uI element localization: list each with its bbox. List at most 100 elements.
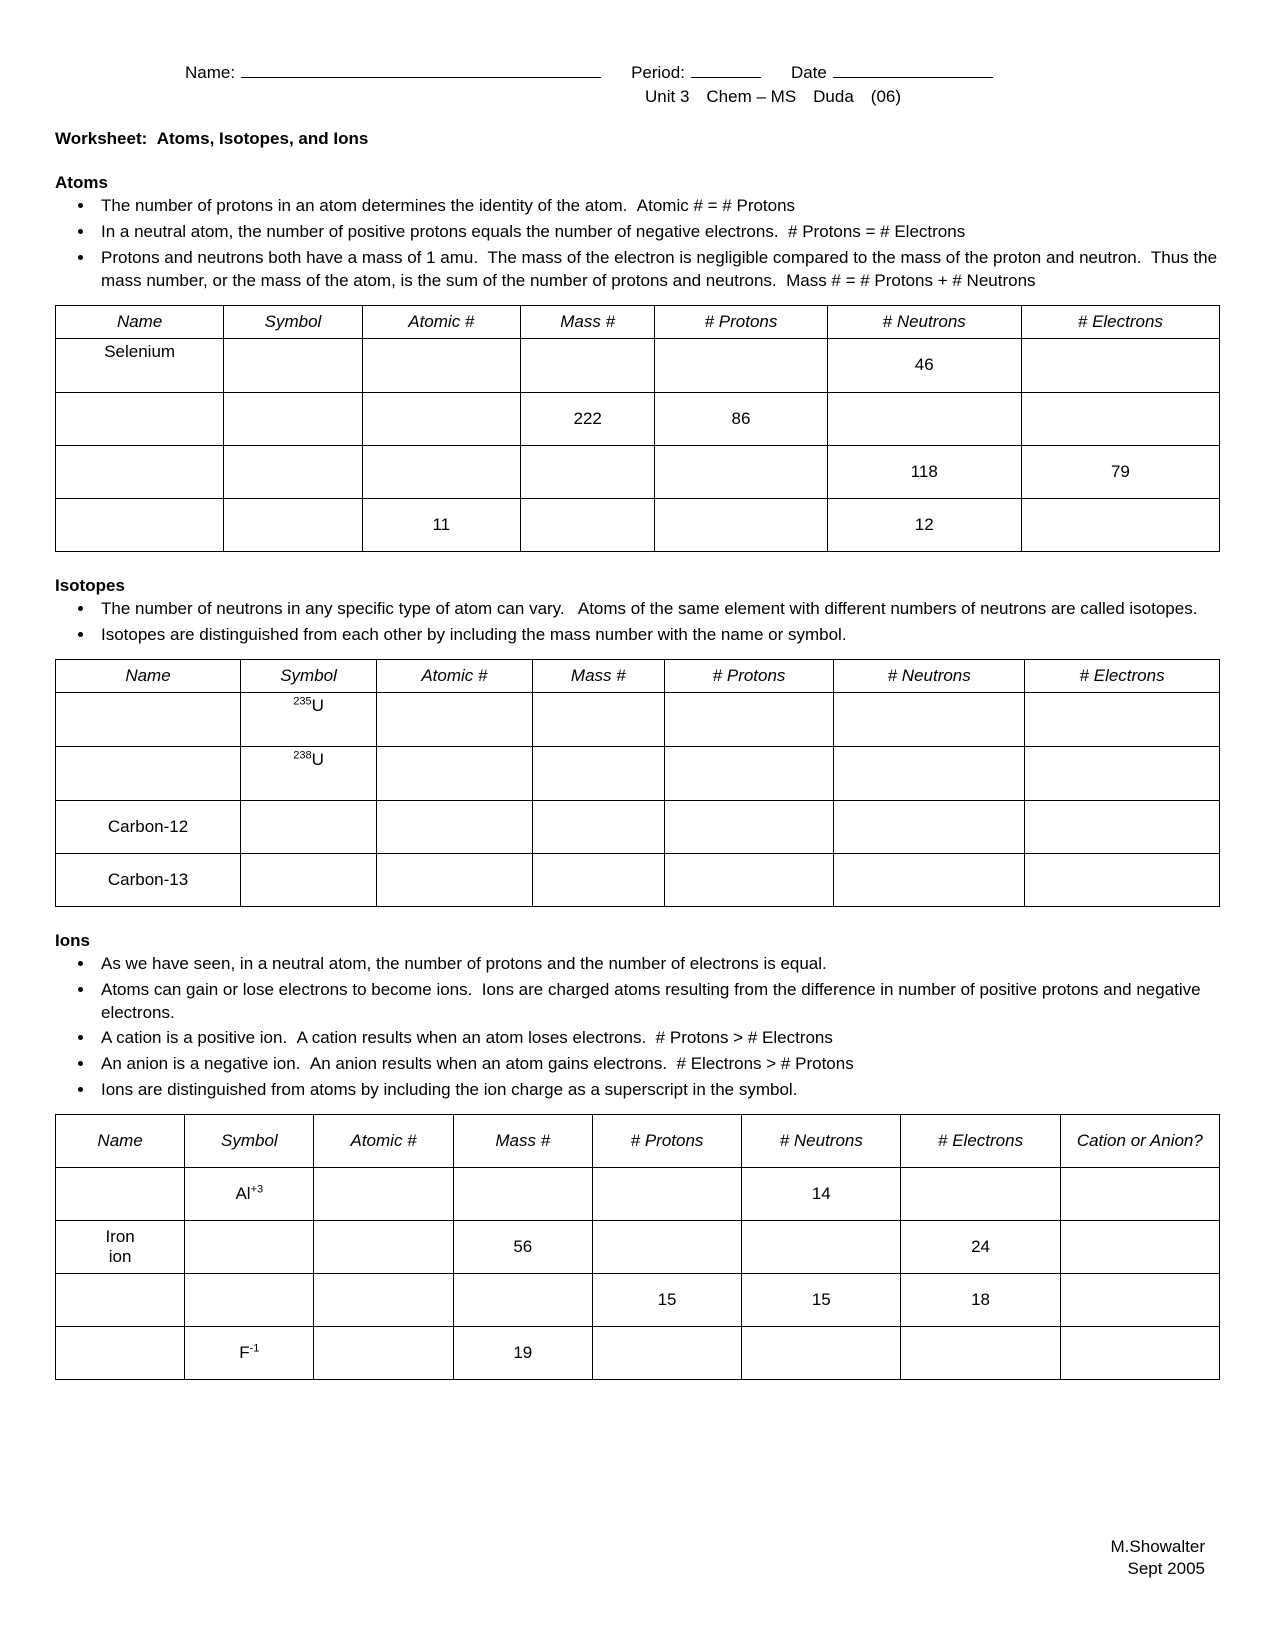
footer-date: Sept 2005 (1111, 1558, 1205, 1580)
table-cell (834, 853, 1025, 906)
table-cell (532, 800, 664, 853)
table-header: Symbol (241, 659, 377, 692)
bullet: Protons and neutrons both have a mass of… (95, 247, 1220, 293)
table-cell (1060, 1327, 1219, 1380)
table-cell (224, 445, 362, 498)
table-cell (532, 692, 664, 746)
table-cell: 15 (592, 1274, 741, 1327)
table-cell (362, 338, 520, 392)
table-cell (56, 392, 224, 445)
footer: M.Showalter Sept 2005 (1111, 1536, 1205, 1580)
table-cell: 222 (520, 392, 654, 445)
table-cell (56, 1274, 185, 1327)
table-cell: 19 (453, 1327, 592, 1380)
table-header: # Protons (655, 305, 827, 338)
table-cell (664, 746, 833, 800)
table-cell (377, 853, 533, 906)
table-header: Name (56, 659, 241, 692)
table-cell (520, 498, 654, 551)
table-cell (532, 746, 664, 800)
period-label: Period: (631, 63, 685, 83)
table-cell (224, 498, 362, 551)
table-cell (742, 1327, 901, 1380)
table-cell (453, 1274, 592, 1327)
table-header: # Protons (664, 659, 833, 692)
table-cell (1060, 1168, 1219, 1221)
table-cell (362, 392, 520, 445)
table-cell (901, 1327, 1060, 1380)
atoms-bullets: The number of protons in an atom determi… (55, 195, 1220, 293)
table-cell (56, 1327, 185, 1380)
period-blank[interactable] (691, 60, 761, 78)
table-header: # Neutrons (827, 305, 1021, 338)
table-cell (520, 445, 654, 498)
name-label: Name: (185, 63, 235, 83)
bullet: The number of neutrons in any specific t… (95, 598, 1220, 621)
date-blank[interactable] (833, 60, 993, 78)
bullet: As we have seen, in a neutral atom, the … (95, 953, 1220, 976)
table-cell (377, 800, 533, 853)
table-cell: 18 (901, 1274, 1060, 1327)
bullet: A cation is a positive ion. A cation res… (95, 1027, 1220, 1050)
table-cell (241, 800, 377, 853)
table-cell (655, 445, 827, 498)
table-cell: Al+3 (185, 1168, 314, 1221)
name-blank[interactable] (241, 60, 601, 78)
table-cell: Ironion (56, 1221, 185, 1274)
table-header: Symbol (224, 305, 362, 338)
table-cell (592, 1327, 741, 1380)
table-cell: 15 (742, 1274, 901, 1327)
table-cell: 12 (827, 498, 1021, 551)
table-header: # Neutrons (834, 659, 1025, 692)
table-header: Atomic # (314, 1115, 453, 1168)
table-cell: Carbon-13 (56, 853, 241, 906)
table-cell: Selenium (56, 338, 224, 392)
table-header: # Protons (592, 1115, 741, 1168)
table-header: # Electrons (1025, 659, 1220, 692)
table-cell (1021, 498, 1219, 551)
table-cell (377, 746, 533, 800)
table-cell (834, 746, 1025, 800)
table-header: # Electrons (1021, 305, 1219, 338)
table-cell: 238U (241, 746, 377, 800)
table-cell (664, 800, 833, 853)
bullet: Atoms can gain or lose electrons to beco… (95, 979, 1220, 1025)
table-cell (377, 692, 533, 746)
bullet: The number of protons in an atom determi… (95, 195, 1220, 218)
ions-heading: Ions (55, 931, 1220, 951)
table-header: Symbol (185, 1115, 314, 1168)
table-cell: 24 (901, 1221, 1060, 1274)
table-cell: 14 (742, 1168, 901, 1221)
table-cell (1025, 692, 1220, 746)
bullet: Isotopes are distinguished from each oth… (95, 624, 1220, 647)
bullet: In a neutral atom, the number of positiv… (95, 221, 1220, 244)
table-cell (742, 1221, 901, 1274)
table-cell (592, 1221, 741, 1274)
table-cell (664, 853, 833, 906)
table-header: Mass # (520, 305, 654, 338)
table-header: Mass # (453, 1115, 592, 1168)
table-cell (185, 1221, 314, 1274)
footer-author: M.Showalter (1111, 1536, 1205, 1558)
table-cell (1060, 1221, 1219, 1274)
table-cell (827, 392, 1021, 445)
table-cell (592, 1168, 741, 1221)
header-row: Name: Period: Date (185, 60, 1220, 83)
table-cell (1025, 746, 1220, 800)
table-cell (314, 1327, 453, 1380)
date-label: Date (791, 63, 827, 83)
table-cell (834, 692, 1025, 746)
worksheet-title: Worksheet: Atoms, Isotopes, and Ions (55, 129, 1220, 149)
table-cell (224, 338, 362, 392)
header-course-info: Unit 3 Chem – MS Duda (06) (645, 87, 1220, 107)
table-header: Atomic # (362, 305, 520, 338)
table-cell (314, 1221, 453, 1274)
table-cell (56, 746, 241, 800)
table-cell (56, 692, 241, 746)
table-header: Name (56, 1115, 185, 1168)
table-cell (185, 1274, 314, 1327)
table-cell (453, 1168, 592, 1221)
table-header: Atomic # (377, 659, 533, 692)
table-cell (834, 800, 1025, 853)
table-cell (314, 1168, 453, 1221)
